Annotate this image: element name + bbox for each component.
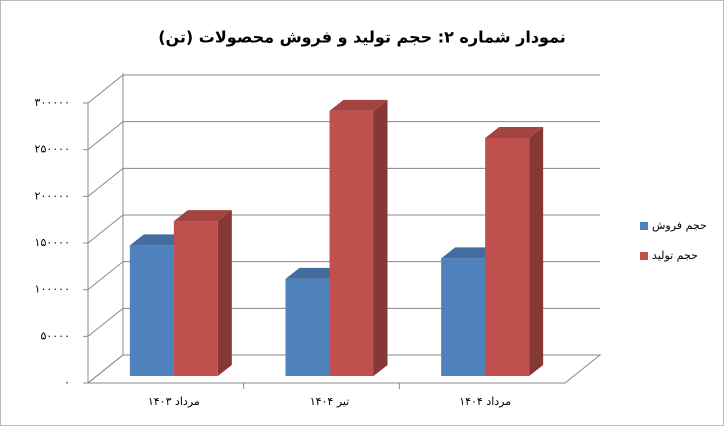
y-tick-label: ۳۰۰۰۰۰ (35, 96, 70, 109)
y-tick-label: ۰ (64, 376, 70, 389)
bar-top (173, 210, 232, 222)
grid-line (87, 121, 124, 151)
bar-top (129, 234, 188, 246)
legend-swatch (640, 252, 648, 260)
y-tick-label: ۱۰۰۰۰۰ (35, 283, 70, 296)
legend-swatch (640, 222, 648, 230)
y-tick-label: ۵۰۰۰۰ (40, 329, 70, 342)
bar-top (329, 99, 388, 111)
chart-title: نمودار شماره ۲: حجم تولید و فروش محصولات… (158, 28, 566, 47)
x-tick-label: مرداد ۱۴۰۳ (148, 395, 200, 408)
bar (441, 258, 486, 376)
bar-top (285, 267, 344, 279)
grid-line (87, 74, 124, 104)
bar (485, 138, 530, 376)
bar-side (217, 210, 232, 376)
bar-top (441, 247, 500, 259)
legend-label: حجم تولید (652, 249, 698, 262)
bar-side (529, 127, 544, 376)
bar (329, 110, 374, 376)
grid-line (87, 354, 124, 384)
bar (173, 221, 218, 376)
grid-line (87, 214, 124, 244)
y-tick-label: ۲۰۰۰۰۰ (35, 189, 70, 202)
grid-line (87, 261, 124, 291)
x-tick-label: مرداد ۱۴۰۴ (459, 395, 511, 408)
bar (129, 245, 174, 376)
grid-line (87, 307, 124, 337)
y-tick-label: ۱۵۰۰۰۰ (35, 236, 70, 249)
bar-top (485, 127, 544, 138)
grid-line (87, 167, 124, 197)
bar (285, 278, 330, 376)
x-tick-label: تیر ۱۴۰۴ (310, 395, 350, 408)
bar-side (373, 99, 388, 376)
y-tick-label: ۲۵۰۰۰۰ (35, 143, 70, 156)
legend-label: حجم فروش (652, 219, 707, 232)
